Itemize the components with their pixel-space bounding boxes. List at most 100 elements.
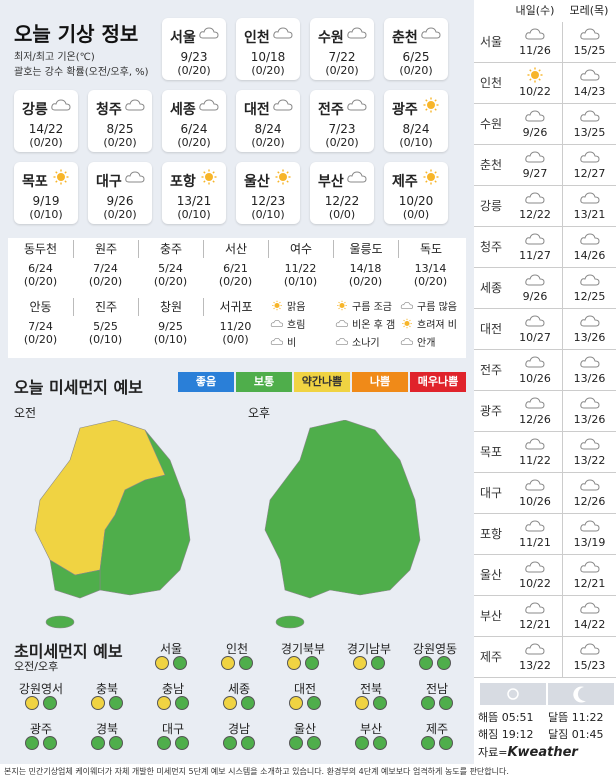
region-item[interactable]: 경기북부 bbox=[272, 640, 334, 670]
am-dot[interactable] bbox=[223, 736, 237, 750]
city-temp[interactable]: 14/18 bbox=[349, 262, 382, 275]
forecast-row[interactable]: 제주 13/22 15/23 bbox=[474, 637, 616, 678]
region-item[interactable]: 광주 bbox=[10, 720, 72, 750]
city-name[interactable]: 청주 bbox=[96, 102, 122, 118]
forecast-temp[interactable]: 10/22 bbox=[519, 85, 551, 98]
city-name[interactable]: 안동 bbox=[29, 300, 52, 314]
pm-level[interactable]: 나쁨 bbox=[352, 372, 408, 392]
forecast-city[interactable]: 서울 bbox=[479, 35, 503, 49]
pm-dot[interactable] bbox=[175, 736, 189, 750]
forecast-temp[interactable]: 14/26 bbox=[573, 249, 606, 262]
region-dots[interactable] bbox=[340, 736, 402, 750]
city-cell[interactable]: 여수 11/22 (0/10) bbox=[268, 240, 333, 288]
region-item[interactable]: 제주 bbox=[406, 720, 468, 750]
forecast-city[interactable]: 청주 bbox=[479, 240, 503, 254]
city-card[interactable]: 울산 12/23 (0/10) bbox=[236, 162, 300, 224]
forecast-cell[interactable]: 14/26 bbox=[562, 227, 616, 268]
forecast-row[interactable]: 강릉 12/22 13/21 bbox=[474, 186, 616, 227]
city-precip[interactable]: (0/0) bbox=[328, 208, 356, 221]
city-name[interactable]: 동두천 bbox=[23, 242, 58, 256]
forecast-row[interactable]: 울산 10/22 12/21 bbox=[474, 555, 616, 596]
city-temp[interactable]: 9/23 bbox=[180, 50, 208, 64]
am-dot[interactable] bbox=[355, 696, 369, 710]
city-name[interactable]: 울산 bbox=[244, 174, 270, 190]
forecast-city[interactable]: 부산 bbox=[479, 609, 503, 623]
forecast-cell[interactable]: 10/22 bbox=[508, 63, 562, 104]
region-name[interactable]: 강원영서 bbox=[18, 682, 64, 696]
city-temp[interactable]: 6/24 bbox=[180, 122, 208, 136]
forecast-temp[interactable]: 13/19 bbox=[573, 536, 606, 549]
am-dot[interactable] bbox=[91, 696, 105, 710]
city-name[interactable]: 진주 bbox=[73, 298, 138, 316]
city-card[interactable]: 제주 10/20 (0/0) bbox=[384, 162, 448, 224]
pm-dot[interactable] bbox=[43, 736, 57, 750]
city-card[interactable]: 서울 9/23 (0/20) bbox=[162, 18, 226, 80]
forecast-city[interactable]: 전주 bbox=[479, 363, 503, 377]
forecast-row[interactable]: 서울 11/26 15/25 bbox=[474, 22, 616, 63]
pm-dot[interactable] bbox=[173, 656, 187, 670]
forecast-city[interactable]: 수원 bbox=[479, 117, 503, 131]
city-name[interactable]: 대구 bbox=[96, 174, 122, 190]
region-item[interactable]: 경기남부 bbox=[338, 640, 400, 670]
am-dot[interactable] bbox=[25, 696, 39, 710]
forecast-city[interactable]: 대전 bbox=[479, 322, 503, 336]
legend-item[interactable]: 구름 많음 bbox=[400, 298, 457, 313]
region-item[interactable]: 충북 bbox=[76, 680, 138, 710]
forecast-city[interactable]: 대구 bbox=[479, 486, 503, 500]
legend-label[interactable]: 흐림 bbox=[287, 320, 306, 331]
city-card[interactable]: 부산 12/22 (0/0) bbox=[310, 162, 374, 224]
pm-dot[interactable] bbox=[373, 736, 387, 750]
city-temp[interactable]: 11/22 bbox=[284, 262, 317, 275]
region-item[interactable]: 강원영서 bbox=[10, 680, 72, 710]
region-item[interactable]: 세종 bbox=[208, 680, 270, 710]
region-item[interactable]: 인천 bbox=[206, 640, 268, 670]
legend-item[interactable]: 비 bbox=[270, 334, 296, 349]
pm-dot[interactable] bbox=[305, 656, 319, 670]
city-temp[interactable]: 13/14 bbox=[414, 262, 447, 275]
forecast-temp[interactable]: 11/22 bbox=[519, 454, 551, 467]
pm-dot[interactable] bbox=[437, 656, 451, 670]
region-name[interactable]: 경기북부 bbox=[280, 642, 326, 656]
city-precip[interactable]: (0/20) bbox=[177, 64, 211, 77]
forecast-row[interactable]: 대전 10/27 13/26 bbox=[474, 309, 616, 350]
forecast-temp[interactable]: 10/26 bbox=[519, 372, 551, 385]
region-name[interactable]: 부산 bbox=[359, 722, 383, 736]
region-name[interactable]: 경남 bbox=[227, 722, 251, 736]
forecast-cell[interactable]: 13/22 bbox=[508, 637, 562, 678]
city-temp[interactable]: 7/24 bbox=[93, 262, 118, 275]
forecast-row[interactable]: 광주 12/26 13/26 bbox=[474, 391, 616, 432]
city-precip[interactable]: (0/0) bbox=[402, 208, 430, 221]
city-cell[interactable]: 창원 9/25 (0/10) bbox=[138, 298, 203, 346]
forecast-row[interactable]: 청주 11/27 14/26 bbox=[474, 227, 616, 268]
forecast-temp[interactable]: 15/23 bbox=[573, 659, 606, 672]
forecast-cell[interactable]: 14/22 bbox=[562, 596, 616, 637]
forecast-row[interactable]: 전주 10/26 13/26 bbox=[474, 350, 616, 391]
city-cell[interactable]: 진주 5/25 (0/10) bbox=[73, 298, 138, 346]
forecast-cell[interactable]: 13/25 bbox=[562, 104, 616, 145]
city-name[interactable]: 춘천 bbox=[392, 30, 418, 46]
pm-level[interactable]: 보통 bbox=[236, 372, 292, 392]
city-precip[interactable]: (0/10) bbox=[29, 208, 63, 221]
forecast-row[interactable]: 부산 12/21 14/22 bbox=[474, 596, 616, 637]
city-temp[interactable]: 11/20 bbox=[219, 320, 252, 333]
pm-dot[interactable] bbox=[373, 696, 387, 710]
region-name[interactable]: 세종 bbox=[227, 682, 251, 696]
city-precip[interactable]: (0/20) bbox=[251, 136, 285, 149]
city-card[interactable]: 수원 7/22 (0/20) bbox=[310, 18, 374, 80]
legend-label[interactable]: 구름 많음 bbox=[417, 302, 457, 313]
forecast-cell[interactable]: 12/25 bbox=[562, 268, 616, 309]
city-card[interactable]: 세종 6/24 (0/20) bbox=[162, 90, 226, 152]
forecast-city[interactable]: 목포 bbox=[479, 445, 503, 459]
city-temp[interactable]: 12/23 bbox=[250, 194, 286, 208]
city-cell[interactable]: 서산 6/21 (0/20) bbox=[203, 240, 268, 288]
forecast-temp[interactable]: 11/21 bbox=[519, 536, 551, 549]
city-card[interactable]: 청주 8/25 (0/20) bbox=[88, 90, 152, 152]
forecast-row[interactable]: 수원 9/26 13/25 bbox=[474, 104, 616, 145]
pm-dot[interactable] bbox=[439, 736, 453, 750]
city-card[interactable]: 전주 7/23 (0/20) bbox=[310, 90, 374, 152]
pm-dot[interactable] bbox=[241, 736, 255, 750]
legend-label[interactable]: 흐려져 비 bbox=[417, 320, 457, 331]
city-cell[interactable]: 안동 7/24 (0/20) bbox=[8, 298, 73, 346]
forecast-cell[interactable]: 13/21 bbox=[562, 186, 616, 227]
forecast-city[interactable]: 세종 bbox=[479, 281, 503, 295]
